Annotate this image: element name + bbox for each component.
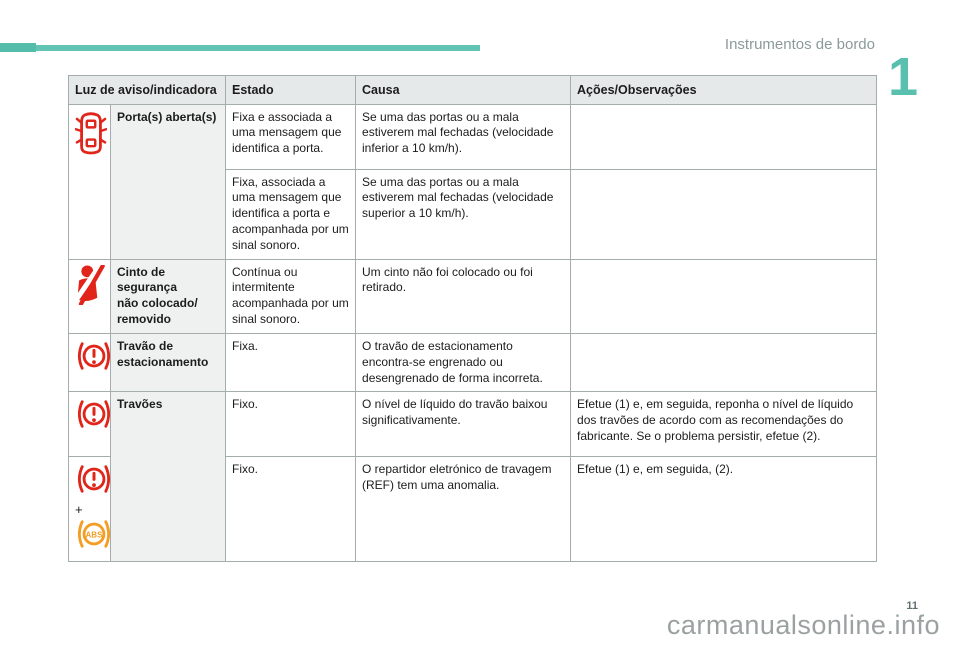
section-title: Instrumentos de bordo: [724, 36, 875, 53]
causa-cell: Um cinto não foi colocado ou foi retirad…: [355, 258, 572, 334]
col-header-causa: Causa: [355, 75, 572, 105]
causa-cell: Se uma das portas ou a mala estiverem ma…: [355, 103, 572, 170]
warning-lights-table: Luz de aviso/indicadora Estado Causa Açõ…: [67, 75, 878, 563]
warning-label: Cinto de segurança não colocado/ removid…: [109, 258, 227, 334]
seatbelt-warning-icon: [74, 263, 105, 308]
estado-cell: Contínua ou intermitente acompanhada por…: [225, 258, 357, 334]
door-open-warning-icon: [74, 111, 108, 159]
causa-cell: O nível de líquido do travão baixou sign…: [355, 391, 572, 458]
brake-warning-icon: [75, 400, 113, 434]
page-number: 11: [906, 600, 918, 612]
table-row: Travão de estacionamento Fixa. O travão …: [68, 332, 878, 393]
chapter-number: 1: [887, 47, 918, 107]
door-open-icon-cell: [68, 103, 111, 260]
acoes-cell: [570, 332, 878, 393]
acoes-cell: [570, 103, 878, 170]
table-header-row: Luz de aviso/indicadora Estado Causa Açõ…: [67, 75, 878, 105]
estado-cell: Fixa.: [225, 332, 357, 393]
parking-brake-icon-cell: [68, 332, 113, 393]
brake-abs-icon-cell: + ABS: [68, 456, 113, 563]
table-row: Porta(s) aberta(s) Fixa e associada a um…: [68, 103, 878, 260]
abs-warning-icon: ABS: [75, 520, 113, 554]
warning-label: Travão de estacionamento: [109, 332, 227, 393]
seatbelt-icon-cell: [68, 258, 111, 334]
estado-cell: Fixo.: [225, 391, 357, 458]
brake-icon-cell: [68, 391, 113, 458]
col-header-luz: Luz de aviso/indicadora: [67, 75, 227, 105]
table-row: + ABS Fixo. O repartidor eletrónico de t…: [68, 456, 878, 563]
watermark: carmanualsonline.info: [666, 610, 940, 640]
estado-cell: Fixo.: [225, 456, 357, 563]
brake-warning-icon: [75, 465, 113, 499]
acoes-cell: Efetue (1) e, em seguida, reponha o níve…: [570, 391, 878, 458]
acoes-cell: Efetue (1) e, em seguida, (2).: [570, 456, 878, 563]
abs-icon-text: ABS: [86, 531, 104, 540]
causa-cell: Se uma das portas ou a mala estiverem ma…: [355, 168, 572, 260]
parking-brake-warning-icon: [75, 342, 113, 376]
accent-bar: [0, 45, 480, 51]
table-row: Cinto de segurança não colocado/ removid…: [68, 258, 878, 334]
col-header-estado: Estado: [225, 75, 357, 105]
table-row: Travões Fixo. O nível de líquido do trav…: [68, 391, 878, 563]
col-header-acoes: Ações/Observações: [570, 75, 878, 105]
acoes-cell: [570, 168, 878, 260]
plus-separator: +: [75, 502, 83, 518]
causa-cell: O repartidor eletrónico de travagem (REF…: [355, 456, 572, 563]
estado-cell: Fixa e associada a uma mensagem que iden…: [225, 103, 357, 170]
estado-cell: Fixa, associada a uma mensagem que ident…: [225, 168, 357, 260]
acoes-cell: [570, 258, 878, 334]
warning-label: Travões: [109, 391, 227, 563]
causa-cell: O travão de estacionamento encontra-se e…: [355, 332, 572, 393]
warning-label: Porta(s) aberta(s): [109, 103, 227, 260]
accent-bar-segment: [0, 43, 36, 52]
